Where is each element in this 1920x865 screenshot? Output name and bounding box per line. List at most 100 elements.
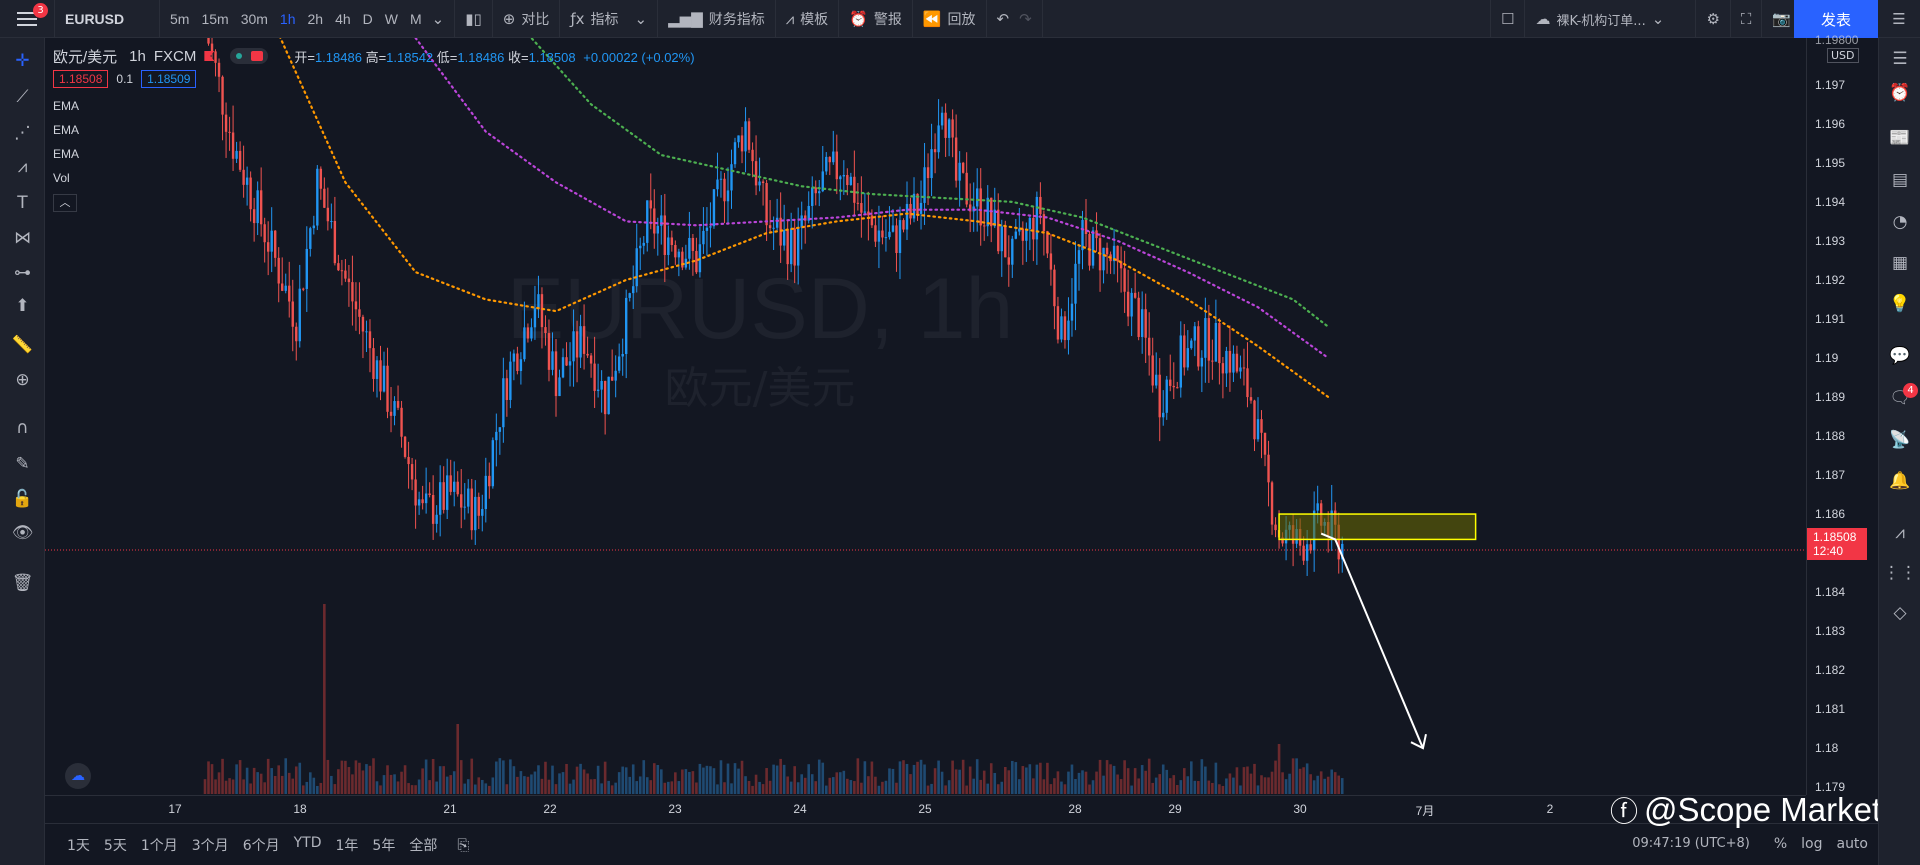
price-chart[interactable]: EURUSD, 1h 欧元/美元 xyxy=(45,10,1806,795)
depth-button[interactable]: ⋮⋮ xyxy=(1879,558,1920,588)
volume-bar xyxy=(498,758,502,794)
candle-body xyxy=(302,288,305,290)
symbol-search[interactable]: EURUSD xyxy=(65,10,125,27)
interval-15m[interactable]: 15m xyxy=(201,10,229,27)
hide-tool[interactable]: 👁 xyxy=(0,518,45,548)
text-tool[interactable]: T xyxy=(0,188,45,218)
zoom-tool[interactable]: ⊕ xyxy=(0,365,45,395)
layout-menu[interactable]: ☁ 裸K-机构订单... ⌄ xyxy=(1535,10,1665,29)
interval-M[interactable]: M xyxy=(410,10,422,27)
trendline-tool[interactable]: ⟋ xyxy=(0,82,45,112)
alerts-panel-button[interactable]: ⏰ xyxy=(1879,78,1920,108)
volume-bar xyxy=(944,785,947,794)
redo-button[interactable]: ↷ xyxy=(1019,0,1042,38)
range-button[interactable]: 3个月 xyxy=(191,837,229,854)
candle-body xyxy=(316,168,319,226)
interval-2h[interactable]: 2h xyxy=(307,10,324,27)
candle-body xyxy=(565,357,568,366)
log-toggle[interactable]: log xyxy=(1801,836,1823,852)
sell-price[interactable]: 1.18508 xyxy=(53,70,109,88)
indicator-volume[interactable]: Vol xyxy=(53,171,70,185)
percent-toggle[interactable]: % xyxy=(1773,836,1788,852)
volume-bar xyxy=(266,758,270,794)
market-status-toggle[interactable] xyxy=(230,48,269,64)
chart-type-button[interactable]: ▮▯ xyxy=(455,0,492,38)
magnet-tool[interactable]: ∩ xyxy=(0,413,45,443)
replay-button[interactable]: ⏪ 回放 xyxy=(922,9,976,28)
candle-body xyxy=(1239,367,1242,372)
ruler-tool[interactable]: 📏 xyxy=(0,330,45,360)
watchlist-button[interactable]: ☰ xyxy=(1878,0,1920,38)
brand-logo-icon[interactable]: ☁ xyxy=(65,763,91,789)
range-button[interactable]: 1年 xyxy=(335,837,359,854)
time-axis[interactable]: 17 18 21 22 23 24 25 28 29 30 7月 2 xyxy=(45,795,1806,823)
range-button[interactable]: YTD xyxy=(293,834,322,851)
chart-pane[interactable]: EURUSD, 1h 欧元/美元 欧元/美元 1h FXCM 开=1.18486… xyxy=(45,10,1806,795)
indicator-ema-3[interactable]: EMA xyxy=(53,147,80,161)
crosshair-tool[interactable]: ✛ xyxy=(0,46,45,76)
templates-button[interactable]: ⩘ 模板 xyxy=(785,9,829,28)
range-button[interactable]: 1天 xyxy=(67,837,90,854)
candle-body xyxy=(435,514,438,524)
news-panel-button[interactable]: 📰 xyxy=(1879,123,1920,153)
prediction-tool[interactable]: ⋈ xyxy=(0,223,45,253)
indicators-button[interactable]: ƒx 指标 ⌄ xyxy=(570,9,648,28)
range-button[interactable]: 1个月 xyxy=(140,837,178,854)
lock-all-tool[interactable]: 🔓 xyxy=(0,484,45,514)
arrow-tool[interactable]: ⬆ xyxy=(0,291,45,321)
order-panel-button[interactable]: ⩘ xyxy=(1879,518,1920,548)
settings-button[interactable]: ⚙ xyxy=(1696,0,1729,38)
watchlist-panel-button[interactable]: ☰ xyxy=(1879,44,1920,74)
compare-button[interactable]: ⊕ 对比 xyxy=(502,9,550,28)
range-button[interactable]: 全部 xyxy=(409,837,438,854)
chats-button[interactable]: 💬 xyxy=(1879,341,1920,371)
alerts-button[interactable]: ⏰ 警报 xyxy=(849,9,902,28)
trendline-icon: ⟋ xyxy=(16,87,29,107)
candle-body xyxy=(912,193,916,219)
price-axis[interactable]: USD 1.19800 1.197 1.196 1.195 1.194 1.193 1.1… xyxy=(1806,33,1878,795)
pattern-tool[interactable]: ⩘ xyxy=(0,152,45,182)
interval-30m[interactable]: 30m xyxy=(240,10,268,27)
fullscreen-button[interactable]: ⛶ xyxy=(1731,0,1762,38)
volume-bar xyxy=(982,770,986,794)
fib-tool[interactable]: ⋰ xyxy=(0,118,45,148)
interval-D[interactable]: D xyxy=(362,10,373,27)
messages-badge: 4 xyxy=(1903,383,1918,398)
range-button[interactable]: 5天 xyxy=(103,837,127,854)
indicator-ema-1[interactable]: EMA xyxy=(53,99,80,113)
chevron-down-icon[interactable]: ⌄ xyxy=(431,9,445,28)
range-button[interactable]: 6个月 xyxy=(242,837,280,854)
interval-W[interactable]: W xyxy=(384,10,398,27)
buy-price[interactable]: 1.18509 xyxy=(141,70,197,88)
undo-button[interactable]: ↶ xyxy=(987,0,1020,38)
indicator-ema-2[interactable]: EMA xyxy=(53,123,80,137)
clock[interactable]: 09:47:19 (UTC+8) xyxy=(1632,836,1750,851)
publish-button[interactable]: 发表 xyxy=(1794,0,1878,38)
notifications-button[interactable]: 🔔 xyxy=(1879,466,1920,496)
volume-bar xyxy=(937,760,940,794)
data-window-button[interactable]: ▤ xyxy=(1879,165,1920,195)
auto-toggle[interactable]: auto xyxy=(1836,836,1868,852)
delete-tool[interactable]: 🗑 xyxy=(0,568,45,598)
volume-bar xyxy=(891,768,895,794)
menu-button[interactable]: 3 xyxy=(0,0,54,38)
collapse-legend-button[interactable]: ︿ xyxy=(53,194,77,212)
snapshot-button[interactable]: 📷 xyxy=(1762,0,1801,38)
interval-4h[interactable]: 4h xyxy=(335,10,351,27)
messages-button[interactable]: 🗨 4 xyxy=(1879,383,1920,413)
calendar-button[interactable]: ▦ xyxy=(1879,248,1920,278)
hotlist-button[interactable]: ◔ xyxy=(1879,207,1920,237)
measure-tool[interactable]: ⊶ xyxy=(0,258,45,288)
currency-label[interactable]: USD xyxy=(1827,48,1859,63)
more-panel-button[interactable]: ◇ xyxy=(1879,598,1920,628)
ideas-button[interactable]: 💡 xyxy=(1879,289,1920,319)
lock-drawing-tool[interactable]: ✎ xyxy=(0,449,45,479)
range-button[interactable]: 5年 xyxy=(372,837,396,854)
fullscreen-layout-button[interactable]: ☐ xyxy=(1491,0,1524,38)
financials-button[interactable]: ▂▅▇ 财务指标 xyxy=(668,9,765,28)
interval-5m[interactable]: 5m xyxy=(170,10,190,27)
goto-date-icon[interactable]: ⎘ xyxy=(457,835,470,854)
interval-1h[interactable]: 1h xyxy=(279,10,296,27)
volume-bar xyxy=(691,771,695,794)
streams-button[interactable]: 📡 xyxy=(1879,425,1920,455)
